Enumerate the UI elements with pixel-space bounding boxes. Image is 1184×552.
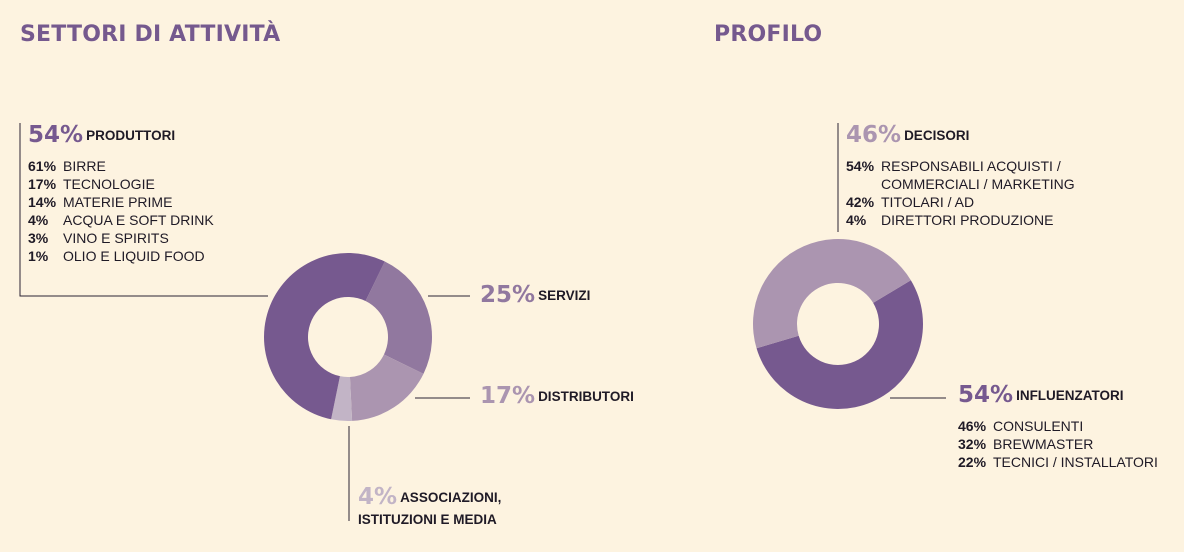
cat-associazioni-line1: ASSOCIAZIONI, bbox=[400, 490, 502, 505]
list-item: 54% RESPONSABILI ACQUISTI / bbox=[846, 158, 1061, 175]
slice-influenzatori bbox=[756, 280, 924, 410]
list-item: 61% BIRRE bbox=[28, 158, 106, 175]
slice-servizi bbox=[365, 261, 432, 374]
list-item: 1% OLIO E LIQUID FOOD bbox=[28, 248, 205, 265]
slice-decisori bbox=[753, 239, 911, 349]
slice-label-associazioni: 4% ASSOCIAZIONI, ISTITUZIONI E MEDIA bbox=[358, 484, 501, 528]
cat-associazioni-line2: ISTITUZIONI E MEDIA bbox=[358, 512, 497, 528]
donut-settori bbox=[263, 253, 432, 422]
slice-label-decisori: 46% DECISORI 54% RESPONSABILI ACQUISTI / C… bbox=[846, 122, 1075, 229]
slice-distributori bbox=[349, 354, 424, 421]
slice-label-influenzatori: 54% INFLUENZATORI 46% CONSULENTI 32% BREWMA… bbox=[958, 382, 1158, 471]
breakdown-influenzatori: 46% CONSULENTI 32% BREWMASTER 22% TECNICI /… bbox=[958, 417, 1158, 471]
cat-distributori: DISTRIBUTORI bbox=[538, 389, 634, 404]
pct-distributori: 17% bbox=[480, 383, 536, 409]
chart-title-profilo: PROFILO bbox=[714, 22, 823, 47]
list-item: 22% TECNICI / INSTALLATORI bbox=[958, 454, 1158, 471]
pct-produttori: 54% bbox=[28, 122, 84, 148]
leader-produttori bbox=[19, 123, 268, 297]
donut-profilo bbox=[753, 239, 924, 410]
pct-associazioni: 4% bbox=[358, 484, 398, 510]
pct-servizi: 25% bbox=[480, 282, 536, 308]
chart-title-settori: SETTORI DI ATTIVITÀ bbox=[20, 22, 281, 47]
slice-label-produttori: 54% PRODUTTORI 61% BIRRE 17% TECNOLOGIE 14%… bbox=[28, 122, 214, 265]
list-item: 42% TITOLARI / AD bbox=[846, 194, 975, 211]
list-item: 32% BREWMASTER bbox=[958, 436, 1094, 453]
breakdown-decisori: 54% RESPONSABILI ACQUISTI / COMMERCIALI /… bbox=[846, 157, 1075, 229]
cat-influenzatori: INFLUENZATORI bbox=[1016, 388, 1124, 403]
list-item: 46% CONSULENTI bbox=[958, 418, 1084, 435]
slice-label-servizi: 25% SERVIZI bbox=[480, 282, 590, 308]
list-item: 4% ACQUA E SOFT DRINK bbox=[28, 212, 214, 229]
list-item: 3% VINO E SPIRITS bbox=[28, 230, 169, 247]
list-item: COMMERCIALI / MARKETING bbox=[881, 176, 1075, 193]
slice-associazioni bbox=[331, 376, 353, 422]
slice-label-distributori: 17% DISTRIBUTORI bbox=[480, 383, 634, 409]
list-item: 4% DIRETTORI PRODUZIONE bbox=[846, 212, 1054, 229]
pct-decisori: 46% bbox=[846, 122, 902, 148]
list-item: 17% TECNOLOGIE bbox=[28, 176, 155, 193]
cat-produttori: PRODUTTORI bbox=[86, 128, 176, 143]
breakdown-produttori: 61% BIRRE 17% TECNOLOGIE 14% MATERIE PRIME … bbox=[28, 157, 214, 265]
cat-decisori: DECISORI bbox=[904, 128, 970, 143]
slice-produttori bbox=[263, 253, 385, 420]
list-item: 14% MATERIE PRIME bbox=[28, 194, 173, 211]
pct-influenzatori: 54% bbox=[958, 382, 1014, 408]
cat-servizi: SERVIZI bbox=[538, 288, 591, 303]
